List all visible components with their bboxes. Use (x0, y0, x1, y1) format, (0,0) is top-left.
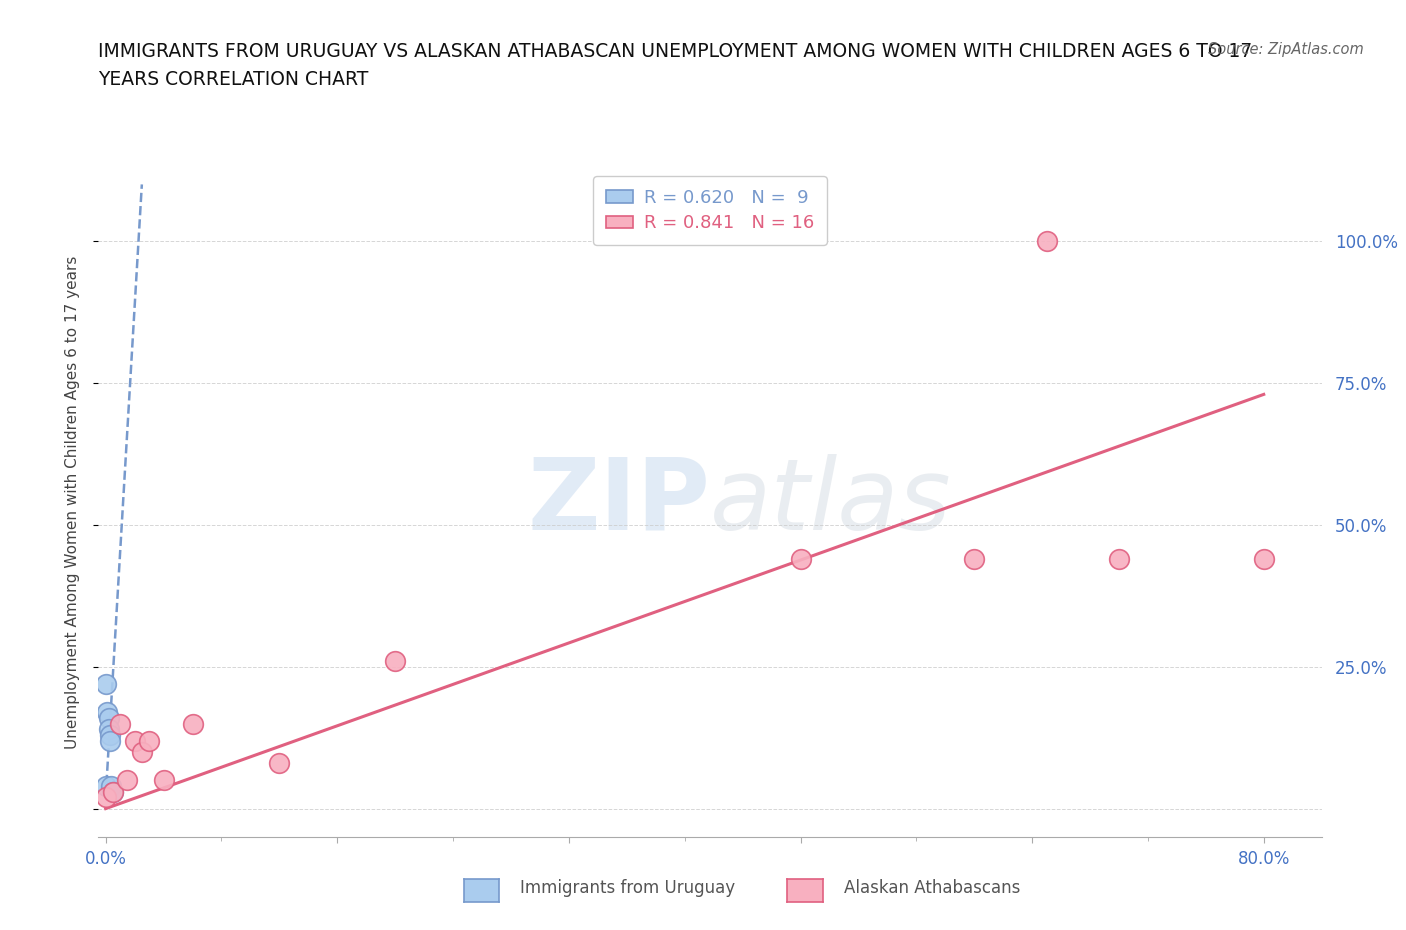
Text: Source: ZipAtlas.com: Source: ZipAtlas.com (1208, 42, 1364, 57)
Point (138, 733, 160, 748)
Y-axis label: Unemployment Among Women with Children Ages 6 to 17 years: Unemployment Among Women with Children A… (65, 256, 80, 749)
Text: Immigrants from Uruguay: Immigrants from Uruguay (520, 879, 735, 897)
Point (96, 705, 118, 720)
Text: ZIP: ZIP (527, 454, 710, 551)
Point (124, 733, 146, 748)
Point (94, 790, 117, 804)
Point (181, 716, 204, 731)
Point (1108, 551, 1130, 566)
Text: YEARS CORRELATION CHART: YEARS CORRELATION CHART (98, 70, 368, 88)
Text: IMMIGRANTS FROM URUGUAY VS ALASKAN ATHABASCAN UNEMPLOYMENT AMONG WOMEN WITH CHIL: IMMIGRANTS FROM URUGUAY VS ALASKAN ATHAB… (98, 42, 1253, 60)
Legend: R = 0.620   N =  9, R = 0.841   N = 16: R = 0.620 N = 9, R = 0.841 N = 16 (593, 177, 827, 245)
Point (789, 551, 811, 566)
Point (94, 778, 117, 793)
Point (97, 722, 120, 737)
Point (98, 733, 121, 748)
Point (963, 551, 986, 566)
Point (98, 727, 121, 742)
Point (101, 784, 124, 799)
Point (152, 773, 174, 788)
Point (269, 756, 291, 771)
Point (384, 654, 406, 669)
Point (1253, 551, 1275, 566)
Point (131, 744, 153, 759)
Point (108, 716, 131, 731)
Point (94, 676, 117, 691)
Text: Alaskan Athabascans: Alaskan Athabascans (844, 879, 1019, 897)
Point (101, 784, 124, 799)
Point (117, 773, 139, 788)
Point (1035, 233, 1057, 248)
Point (97, 711, 120, 725)
Text: atlas: atlas (710, 454, 952, 551)
Point (100, 778, 122, 793)
